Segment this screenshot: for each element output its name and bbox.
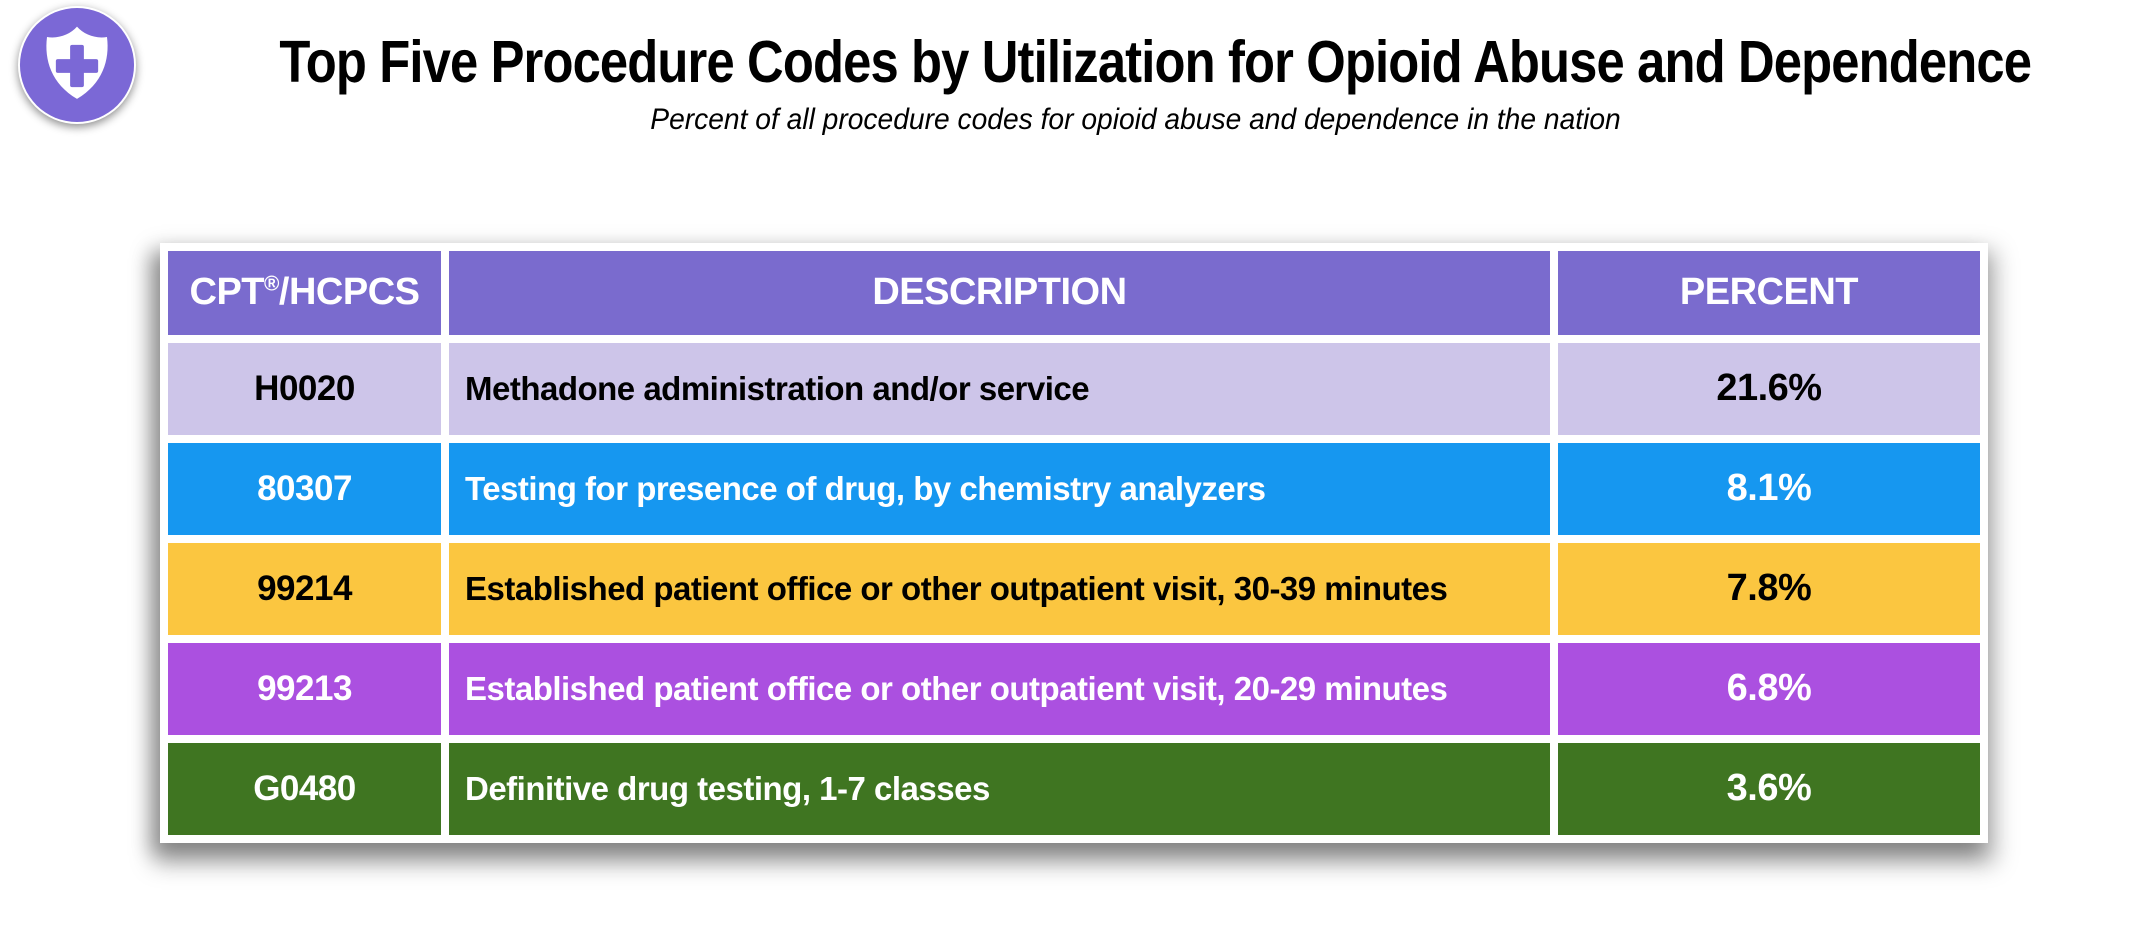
percent-cell: 21.6% [1557, 342, 1980, 435]
table-header-row: CPT®/HCPCS DESCRIPTION PERCENT [168, 250, 1980, 335]
page-subtitle: Percent of all procedure codes for opioi… [650, 102, 1621, 136]
header: Top Five Procedure Codes by Utilization … [0, 0, 2131, 137]
code-cell: 99213 [168, 642, 441, 735]
description-cell: Testing for presence of drug, by chemist… [448, 442, 1550, 535]
table-row: G0480 Definitive drug testing, 1-7 class… [168, 742, 1980, 835]
code-cell: H0020 [168, 342, 441, 435]
description-cell: Definitive drug testing, 1-7 classes [448, 742, 1550, 835]
column-header-percent: PERCENT [1557, 250, 1980, 335]
page-title: Top Five Procedure Codes by Utilization … [279, 29, 2032, 95]
shield-plus-icon [18, 6, 136, 124]
column-header-code: CPT®/HCPCS [168, 250, 441, 335]
shield-plus-icon-svg [19, 7, 135, 123]
description-cell: Methadone administration and/or service [448, 342, 1550, 435]
percent-cell: 6.8% [1557, 642, 1980, 735]
table-row: 99214 Established patient office or othe… [168, 542, 1980, 635]
table-row: 99213 Established patient office or othe… [168, 642, 1980, 735]
code-cell: 99214 [168, 542, 441, 635]
code-header-text-suffix: /HCPCS [278, 271, 420, 314]
percent-cell: 3.6% [1557, 742, 1980, 835]
table-row: 80307 Testing for presence of drug, by c… [168, 442, 1980, 535]
description-cell: Established patient office or other outp… [448, 642, 1550, 735]
code-header-text: CPT [189, 271, 265, 314]
description-cell: Established patient office or other outp… [448, 542, 1550, 635]
registered-mark: ® [264, 272, 279, 296]
title-block: Top Five Procedure Codes by Utilization … [140, 30, 2131, 137]
code-cell: G0480 [168, 742, 441, 835]
percent-cell: 7.8% [1557, 542, 1980, 635]
table-row: H0020 Methadone administration and/or se… [168, 342, 1980, 435]
code-cell: 80307 [168, 442, 441, 535]
percent-cell: 8.1% [1557, 442, 1980, 535]
procedure-codes-table: CPT®/HCPCS DESCRIPTION PERCENT H0020 Met… [160, 242, 1988, 843]
column-header-description: DESCRIPTION [448, 250, 1550, 335]
